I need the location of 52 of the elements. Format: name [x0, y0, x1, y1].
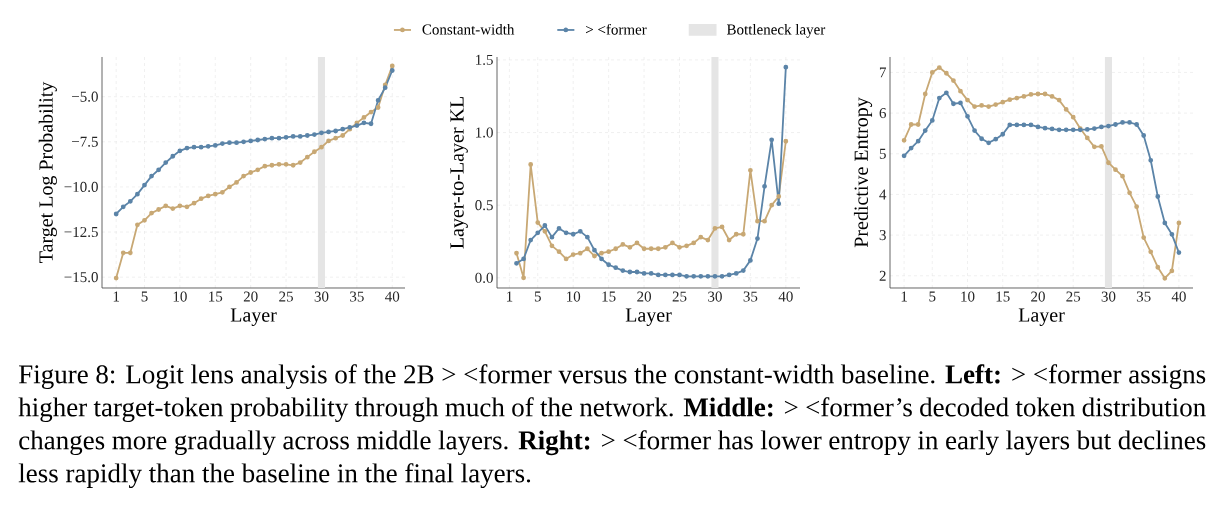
x-tick-label: 25: [1066, 291, 1081, 302]
x-tick-label: 15: [602, 291, 616, 302]
x-tick-label: 35: [743, 291, 758, 302]
y-tick-label: 0.5: [475, 200, 493, 211]
x-tick-label: 30: [1101, 291, 1116, 302]
legend-label: Bottleneck layer: [726, 24, 826, 38]
x-tick-label: 10: [567, 291, 581, 302]
x-tick-label: 25: [672, 291, 687, 302]
y-tick-label: −7.5: [72, 136, 98, 147]
x-tick-label: 5: [929, 291, 936, 302]
text: Figure 8: Logit lens analysis of the 2B > <former versus the constant-width baseline. Left: > <former assigns higher target-token probability through much of the network. Middle: > <former’s decoded token distribution changes more gradually across middle layers. Right: > <former has lower entropy in early layers but declines less rapidly than the baseline in the final layers.: [18, 364, 1206, 489]
x-tick-label: 15: [996, 291, 1010, 302]
x-tick-label: 40: [778, 291, 793, 302]
x-tick-label: 5: [141, 291, 148, 302]
y-tick-label: 7: [879, 67, 887, 78]
x-axis-title: Layer: [625, 308, 672, 326]
y-axis-title: Predictive Entropy: [853, 97, 873, 248]
y-tick-label: −5.0: [72, 91, 98, 102]
x-tick-label: 10: [961, 291, 975, 302]
x-tick-label: 30: [708, 291, 722, 302]
x-tick-label: 1: [506, 291, 513, 302]
y-tick-label: 0.0: [475, 272, 493, 283]
x-tick-label: 5: [534, 291, 541, 302]
y-tick-label: 3: [879, 230, 886, 241]
legend-label: > <former: [586, 23, 647, 35]
x-tick-label: 15: [209, 291, 223, 302]
y-axis-title: Target Log Probability: [38, 81, 57, 263]
x-tick-label: 30: [314, 291, 329, 302]
y-tick-label: 2: [879, 270, 886, 281]
y-tick-label: −10.0: [64, 181, 98, 193]
y-axis-title: Layer-to-Layer KL: [450, 97, 468, 249]
x-tick-label: 35: [350, 291, 364, 302]
x-tick-label: 1: [113, 291, 120, 302]
x-tick-label: 10: [173, 291, 187, 302]
x-tick-label: 40: [385, 291, 400, 302]
y-tick-label: 1.5: [476, 54, 493, 65]
y-tick-label: 4: [879, 189, 887, 200]
x-axis-title: Layer: [230, 308, 277, 326]
x-tick-label: 25: [279, 291, 293, 302]
y-tick-label: 5: [879, 148, 886, 159]
x-tick-label: 1: [901, 291, 907, 302]
x-tick-label: 35: [1136, 291, 1151, 302]
legend-label: Constant-width: [422, 24, 515, 35]
x-tick-label: 20: [243, 291, 258, 302]
y-tick-label: −15.0: [64, 272, 98, 283]
y-tick-label: −12.5: [64, 226, 98, 238]
x-tick-label: 40: [1171, 291, 1186, 302]
x-axis-title: Layer: [1018, 308, 1065, 326]
y-tick-label: 1.0: [476, 127, 493, 138]
y-tick-label: 6: [879, 108, 887, 119]
x-tick-label: 20: [1031, 291, 1045, 302]
x-tick-label: 20: [637, 291, 652, 302]
